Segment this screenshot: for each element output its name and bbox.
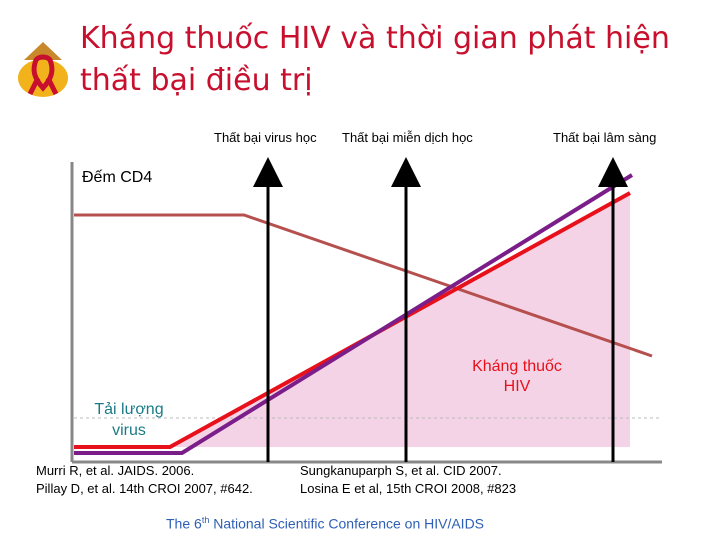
- event-virologic-failure-label: Thất bại virus học: [214, 130, 317, 145]
- cd4-count-label: Đếm CD4: [82, 169, 153, 186]
- ribbon-hat-logo-icon: [18, 42, 68, 97]
- cd4-line: [74, 213, 653, 358]
- references-left: Murri R, et al. JAIDS. 2006. Pillay D, e…: [36, 463, 253, 496]
- resistance-line: [74, 173, 634, 455]
- conference-footer: The 6th National Scientific Conference o…: [166, 515, 485, 532]
- title-line-1: Kháng thuốc HIV và thời gian phát hiện: [80, 21, 670, 56]
- references-right: Sungkanuparph S, et al. CID 2007. Losina…: [300, 463, 517, 496]
- event-immunologic-failure-label: Thất bại miễn dịch học: [342, 130, 473, 145]
- page-title: Kháng thuốc HIV và thời gian phát hiện t…: [80, 18, 710, 102]
- event-clinical-failure-label: Thất bại lâm sàng: [553, 130, 657, 145]
- hiv-resistance-label: Kháng thuốc HIV: [472, 358, 562, 395]
- viral-load-label: Tải lượng virus: [94, 401, 164, 439]
- viral-load-line: [74, 191, 631, 449]
- title-line-2: thất bại điều trị: [80, 63, 313, 98]
